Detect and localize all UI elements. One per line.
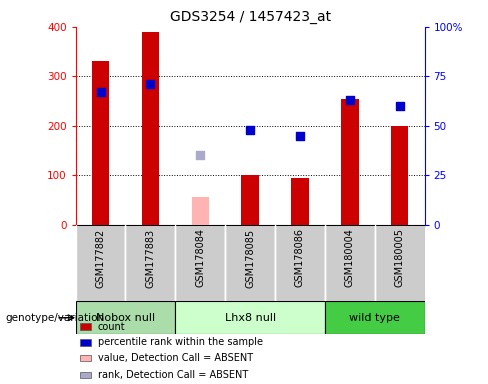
Text: percentile rank within the sample: percentile rank within the sample (98, 337, 263, 347)
Point (97, 89, 104, 95)
Bar (291, 178, 309, 225)
Text: GSM177883: GSM177883 (145, 228, 155, 288)
Text: GSM180005: GSM180005 (395, 228, 405, 288)
Bar (125, 225, 175, 301)
Text: GSM178085: GSM178085 (245, 228, 255, 288)
Bar (391, 126, 408, 225)
Point (246, 127, 254, 133)
Bar (142, 32, 159, 225)
Point (396, 103, 404, 109)
Text: count: count (98, 322, 125, 332)
Bar (80, 355, 91, 361)
Bar (76, 225, 125, 301)
Text: Lhx8 null: Lhx8 null (224, 313, 276, 323)
Bar (76, 301, 175, 334)
Bar (325, 301, 425, 334)
Text: wild type: wild type (349, 313, 400, 323)
Point (296, 132, 304, 139)
Bar (92, 61, 109, 225)
Text: value, Detection Call = ABSENT: value, Detection Call = ABSENT (98, 353, 253, 363)
Bar (80, 323, 91, 330)
Bar (325, 225, 375, 301)
Point (146, 81, 154, 87)
Title: GDS3254 / 1457423_at: GDS3254 / 1457423_at (169, 10, 331, 25)
Text: GSM177882: GSM177882 (96, 228, 105, 288)
Text: GSM178084: GSM178084 (195, 228, 205, 288)
Bar (80, 372, 91, 378)
Text: genotype/variation: genotype/variation (5, 313, 104, 323)
Text: rank, Detection Call = ABSENT: rank, Detection Call = ABSENT (98, 370, 248, 380)
Text: GSM180004: GSM180004 (345, 228, 355, 287)
Bar (341, 99, 359, 225)
Bar (175, 301, 325, 334)
Text: Nobox null: Nobox null (96, 313, 155, 323)
Point (196, 152, 204, 159)
Point (346, 97, 354, 103)
Bar (80, 339, 91, 346)
Bar (375, 225, 425, 301)
Bar (275, 225, 325, 301)
Bar (191, 197, 209, 225)
Bar (225, 225, 275, 301)
Bar (175, 225, 225, 301)
Bar (242, 175, 259, 225)
Text: GSM178086: GSM178086 (295, 228, 305, 288)
